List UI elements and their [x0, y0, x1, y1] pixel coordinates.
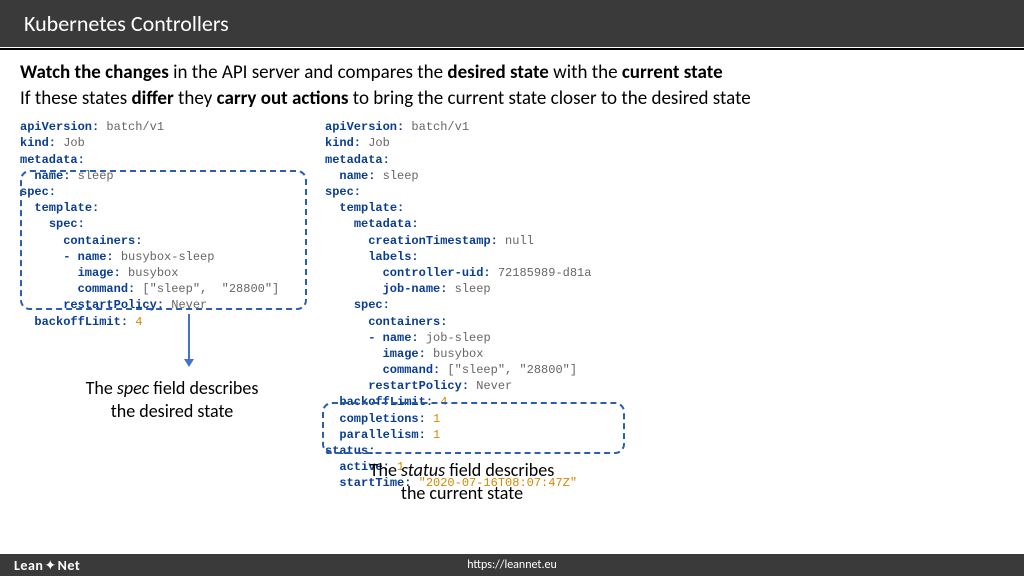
intro-line-1: Watch the changes in the API server and …: [20, 60, 1004, 86]
code-area: apiVersion: batch/v1 kind: Job metadata:…: [20, 119, 1004, 509]
intro-bold-2: desired state: [447, 61, 549, 84]
intro-line-2: If these states differ they carry out ac…: [20, 86, 1004, 112]
intro-bold-3: current state: [622, 61, 723, 84]
slide-title: Kubernetes Controllers: [24, 10, 229, 37]
spec-caption: The spec field describes the desired sta…: [52, 377, 292, 422]
infinity-icon: ✦: [44, 557, 56, 574]
footer-url: https://leannet.eu: [467, 558, 557, 572]
slide-header: Kubernetes Controllers: [0, 0, 1024, 47]
intro-bold-4: differ: [131, 87, 173, 110]
footer-logo: Lean✦Net: [14, 557, 80, 574]
intro-bold-1: Watch the changes: [20, 61, 169, 84]
status-caption: The status field describes the current s…: [332, 459, 592, 504]
spec-highlight-box: [20, 170, 307, 310]
spec-arrow-icon: [188, 314, 190, 362]
slide-footer: Lean✦Net https://leannet.eu: [0, 554, 1024, 576]
slide-content: Watch the changes in the API server and …: [0, 50, 1024, 519]
status-highlight-box: [322, 402, 625, 454]
intro-bold-5: carry out actions: [217, 87, 349, 110]
